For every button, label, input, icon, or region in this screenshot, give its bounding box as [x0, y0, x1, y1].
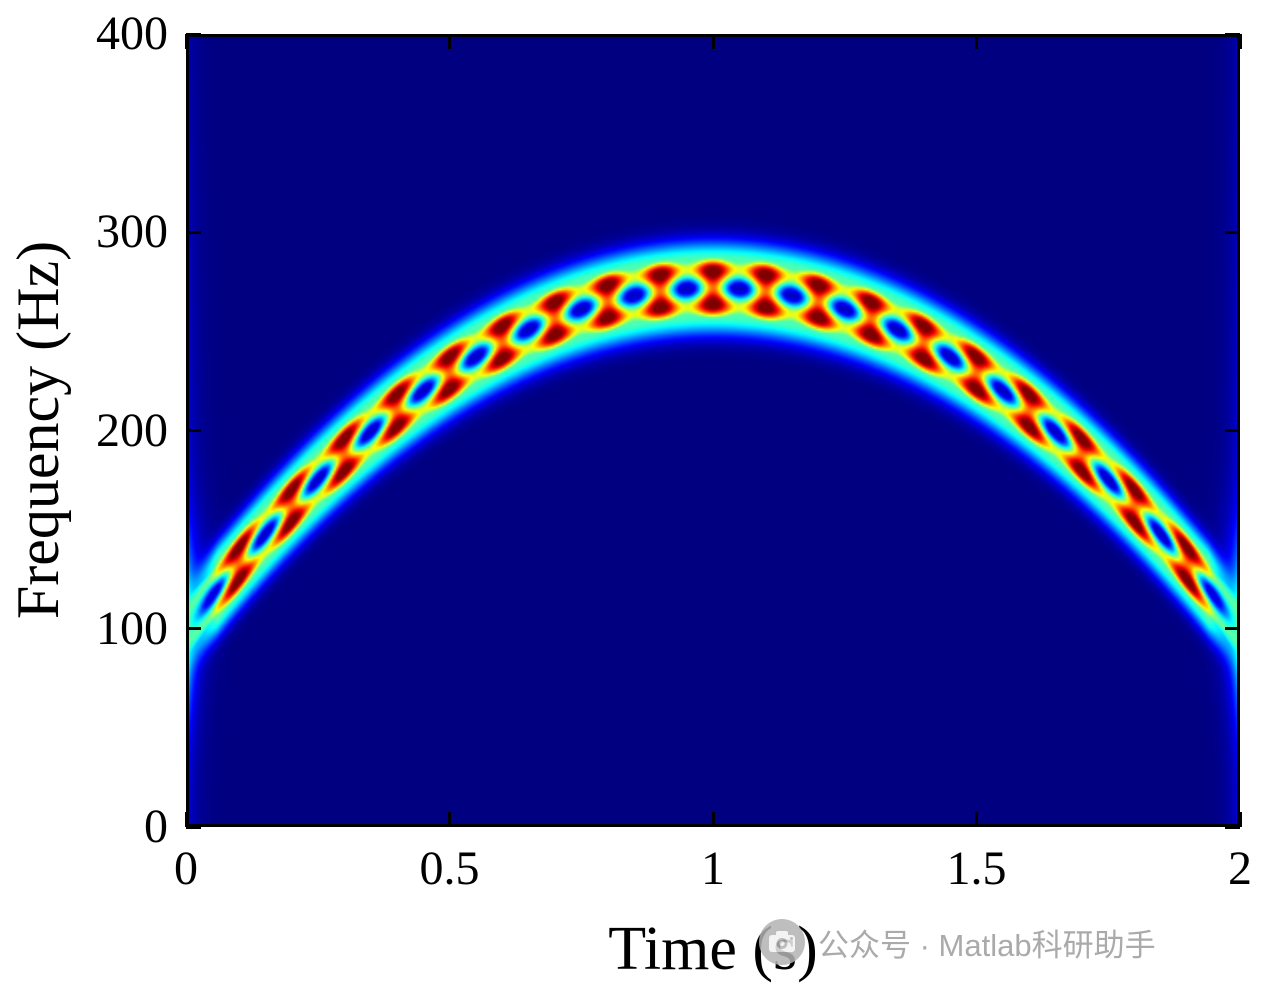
y-tick-label: 0 — [144, 800, 168, 853]
tick-mark — [1225, 32, 1240, 36]
camera-badge-icon — [759, 919, 805, 965]
x-tick-label: 0 — [174, 842, 198, 895]
tick-mark — [186, 825, 201, 829]
tick-mark — [711, 812, 715, 827]
tick-mark — [711, 34, 715, 49]
tick-mark — [1225, 429, 1240, 432]
tick-mark — [448, 812, 451, 827]
y-tick-label: 300 — [96, 205, 168, 259]
y-tick-label: 400 — [96, 7, 168, 60]
tick-mark — [975, 812, 978, 827]
tick-mark — [186, 230, 201, 234]
watermark: 公众号 · Matlab科研助手 — [758, 916, 1156, 968]
x-tick-label: 2 — [1228, 842, 1252, 895]
tick-mark — [1238, 34, 1242, 49]
tick-mark — [1225, 230, 1240, 234]
tick-mark — [186, 32, 201, 36]
tick-mark — [186, 429, 201, 432]
y-tick-label: 100 — [96, 601, 168, 655]
tick-mark — [1225, 825, 1240, 829]
x-tick-label: 0.5 — [419, 842, 480, 895]
tick-mark — [1225, 627, 1240, 631]
y-tick-label: 200 — [96, 403, 168, 457]
tick-mark — [186, 627, 201, 631]
x-tick-label: 1 — [701, 842, 725, 895]
tick-mark — [975, 34, 978, 49]
tick-mark — [184, 34, 188, 49]
x-tick-label: 1.5 — [946, 842, 1007, 895]
tick-mark — [448, 34, 451, 49]
plot-area — [184, 32, 1242, 829]
tick-mark — [1238, 812, 1242, 827]
spectrogram-heatmap — [186, 34, 1240, 827]
watermark-text: 公众号 · Matlab科研助手 — [818, 927, 1156, 963]
